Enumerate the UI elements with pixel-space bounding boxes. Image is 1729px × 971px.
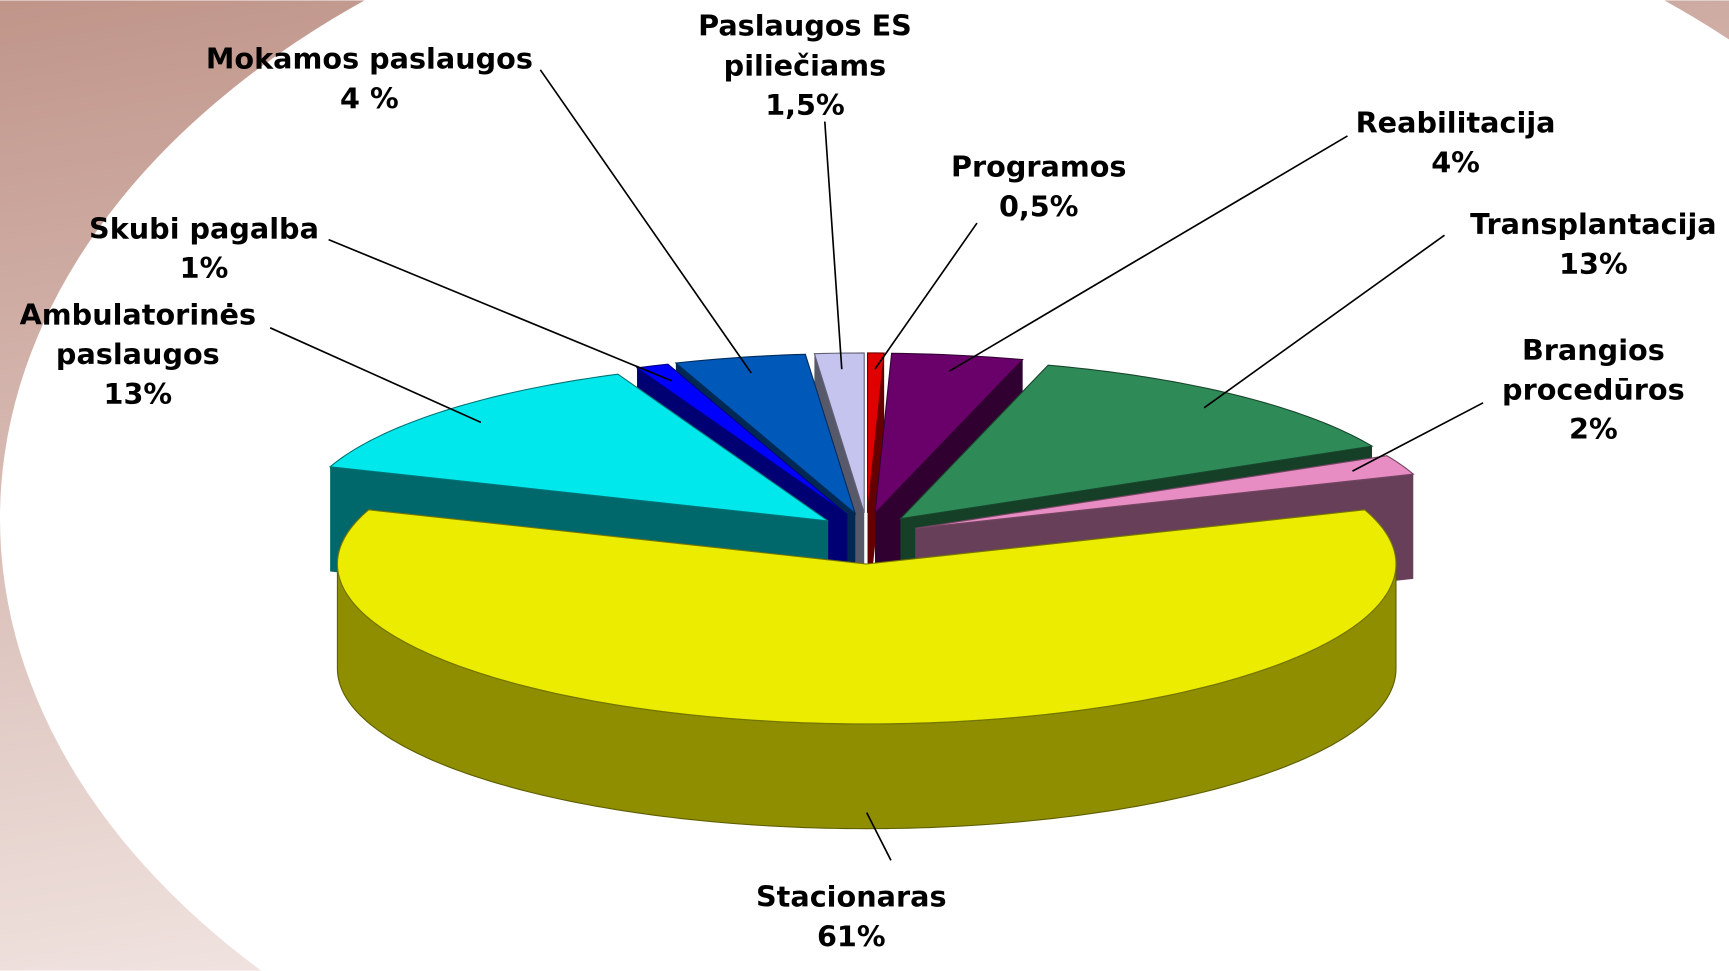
label: Paslaugos ES piliečiams 1,5% xyxy=(684,7,927,126)
leader-line xyxy=(874,222,978,370)
label-box: Stacionaras 61% xyxy=(675,878,1028,957)
pie xyxy=(328,352,1415,830)
leader-line xyxy=(1352,402,1484,472)
label: Reabilitacija 4% xyxy=(1312,104,1599,183)
label: Skubi pagalba 1% xyxy=(66,210,342,289)
leader-line xyxy=(328,238,673,382)
category-label: Paslaugos ES piliečiams xyxy=(698,10,912,84)
category-label: Ambulatorinės paslaugos xyxy=(19,299,257,372)
category-label: Stacionaras xyxy=(755,881,947,915)
value-label: 0,5% xyxy=(998,191,1079,225)
label: Transplantacija 13% xyxy=(1433,205,1729,284)
value-label: 2% xyxy=(1569,413,1618,447)
category-label: Transplantacija xyxy=(1470,208,1717,242)
value-label: 13% xyxy=(1559,248,1628,282)
category-label: Skubi pagalba xyxy=(89,213,319,247)
value-label: 4 % xyxy=(340,83,399,117)
label: Ambulatorinės paslaugos 13% xyxy=(0,296,276,415)
value-label: 4% xyxy=(1431,146,1480,181)
slice-wall xyxy=(867,353,885,618)
slice xyxy=(866,352,885,513)
value-label: 1% xyxy=(179,252,229,286)
label-box: Brangios procedūros 2% xyxy=(1478,331,1710,450)
label: Mokamos paslaugos 4 % xyxy=(187,40,551,119)
label-box: Skubi pagalba 1% xyxy=(66,210,342,289)
label-box: Paslaugos ES piliečiams 1,5% xyxy=(684,7,927,126)
label: Brangios procedūros 2% xyxy=(1478,331,1710,450)
label: Programos 0,5% xyxy=(906,148,1171,227)
category-label: Programos xyxy=(950,151,1127,185)
leader-line xyxy=(949,135,1348,372)
label-box: Reabilitacija 4% xyxy=(1312,104,1599,183)
category-label: Mokamos paslaugos xyxy=(205,43,533,77)
label: Stacionaras 61% xyxy=(675,878,1028,957)
label-box: Transplantacija 13% xyxy=(1433,205,1729,284)
leader-line xyxy=(865,812,892,861)
category-label: Brangios procedūros xyxy=(1502,334,1685,408)
value-label: 61% xyxy=(816,921,886,955)
leader-line xyxy=(539,69,752,374)
leader-line xyxy=(823,121,843,370)
slice xyxy=(915,455,1415,529)
leader-line xyxy=(269,327,482,424)
labels: Programos 0,5% Reabilitacija 4% Transplantac… xyxy=(0,7,1729,957)
slice xyxy=(813,352,865,514)
slice xyxy=(635,363,848,516)
value-label: 1,5% xyxy=(765,89,845,123)
category-label: Reabilitacija xyxy=(1355,107,1556,141)
value-label: 13% xyxy=(103,378,173,412)
slice xyxy=(898,364,1374,520)
label-box: Mokamos paslaugos 4 % xyxy=(187,40,551,119)
leader-line xyxy=(1203,234,1445,409)
label-box: Ambulatorinės paslaugos 13% xyxy=(0,296,276,415)
label-box: Programos 0,5% xyxy=(906,148,1171,227)
slice xyxy=(336,509,1397,725)
slice xyxy=(874,352,1024,515)
